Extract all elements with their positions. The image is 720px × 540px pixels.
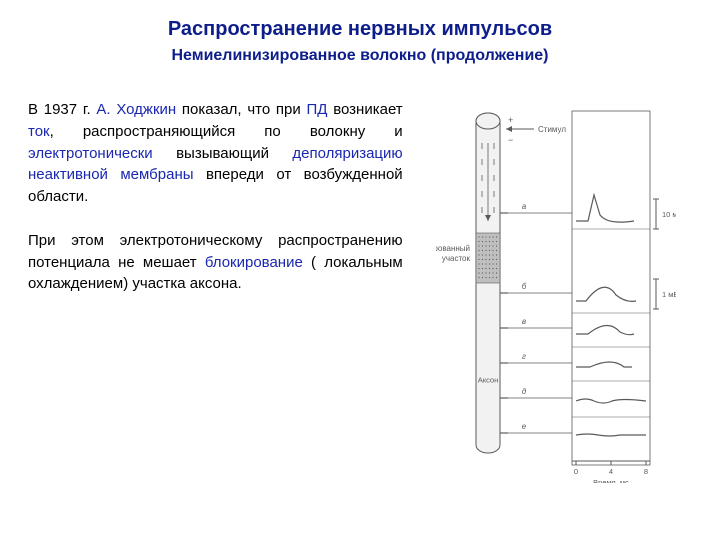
content-row: В 1937 г. А. Ходжкин показал, что при ПД… (28, 99, 692, 483)
svg-text:Аксон: Аксон (478, 376, 499, 385)
title-sub: Немиелинизированное волокно (продолжение… (28, 47, 692, 65)
svg-text:е: е (522, 422, 527, 431)
svg-text:8: 8 (644, 467, 648, 476)
svg-text:0: 0 (574, 467, 578, 476)
svg-text:б: б (522, 282, 527, 291)
paragraph-2: При этом электротоническому распростра­н… (28, 230, 403, 295)
text-column: В 1937 г. А. Ходжкин показал, что при ПД… (28, 99, 421, 317)
svg-text:Блокированный: Блокированный (436, 244, 470, 253)
title-main: Распространение нервных импульсов (28, 18, 692, 41)
svg-text:−: − (508, 135, 513, 145)
svg-text:участок: участок (442, 254, 471, 263)
svg-text:Время, мс: Время, мс (594, 478, 630, 483)
svg-text:+: + (508, 115, 513, 125)
svg-text:4: 4 (609, 467, 613, 476)
axon-figure: Блокированныйучасток Стимул + − Аксон а б в г д е 1… (436, 103, 676, 483)
slide: Распространение нервных импульсов Немиел… (0, 0, 720, 540)
figure-column: Блокированныйучасток Стимул + − Аксон а б в г д е 1… (421, 99, 692, 483)
svg-text:1 мВ: 1 мВ (662, 290, 676, 299)
svg-text:д: д (522, 387, 527, 396)
paragraph-1: В 1937 г. А. Ходжкин показал, что при ПД… (28, 99, 403, 208)
svg-text:10 мВ: 10 мВ (662, 210, 676, 219)
title-block: Распространение нервных импульсов Немиел… (28, 18, 692, 65)
svg-text:а: а (522, 202, 527, 211)
svg-text:в: в (522, 317, 526, 326)
svg-text:Стимул: Стимул (538, 125, 566, 134)
svg-text:г: г (522, 352, 526, 361)
